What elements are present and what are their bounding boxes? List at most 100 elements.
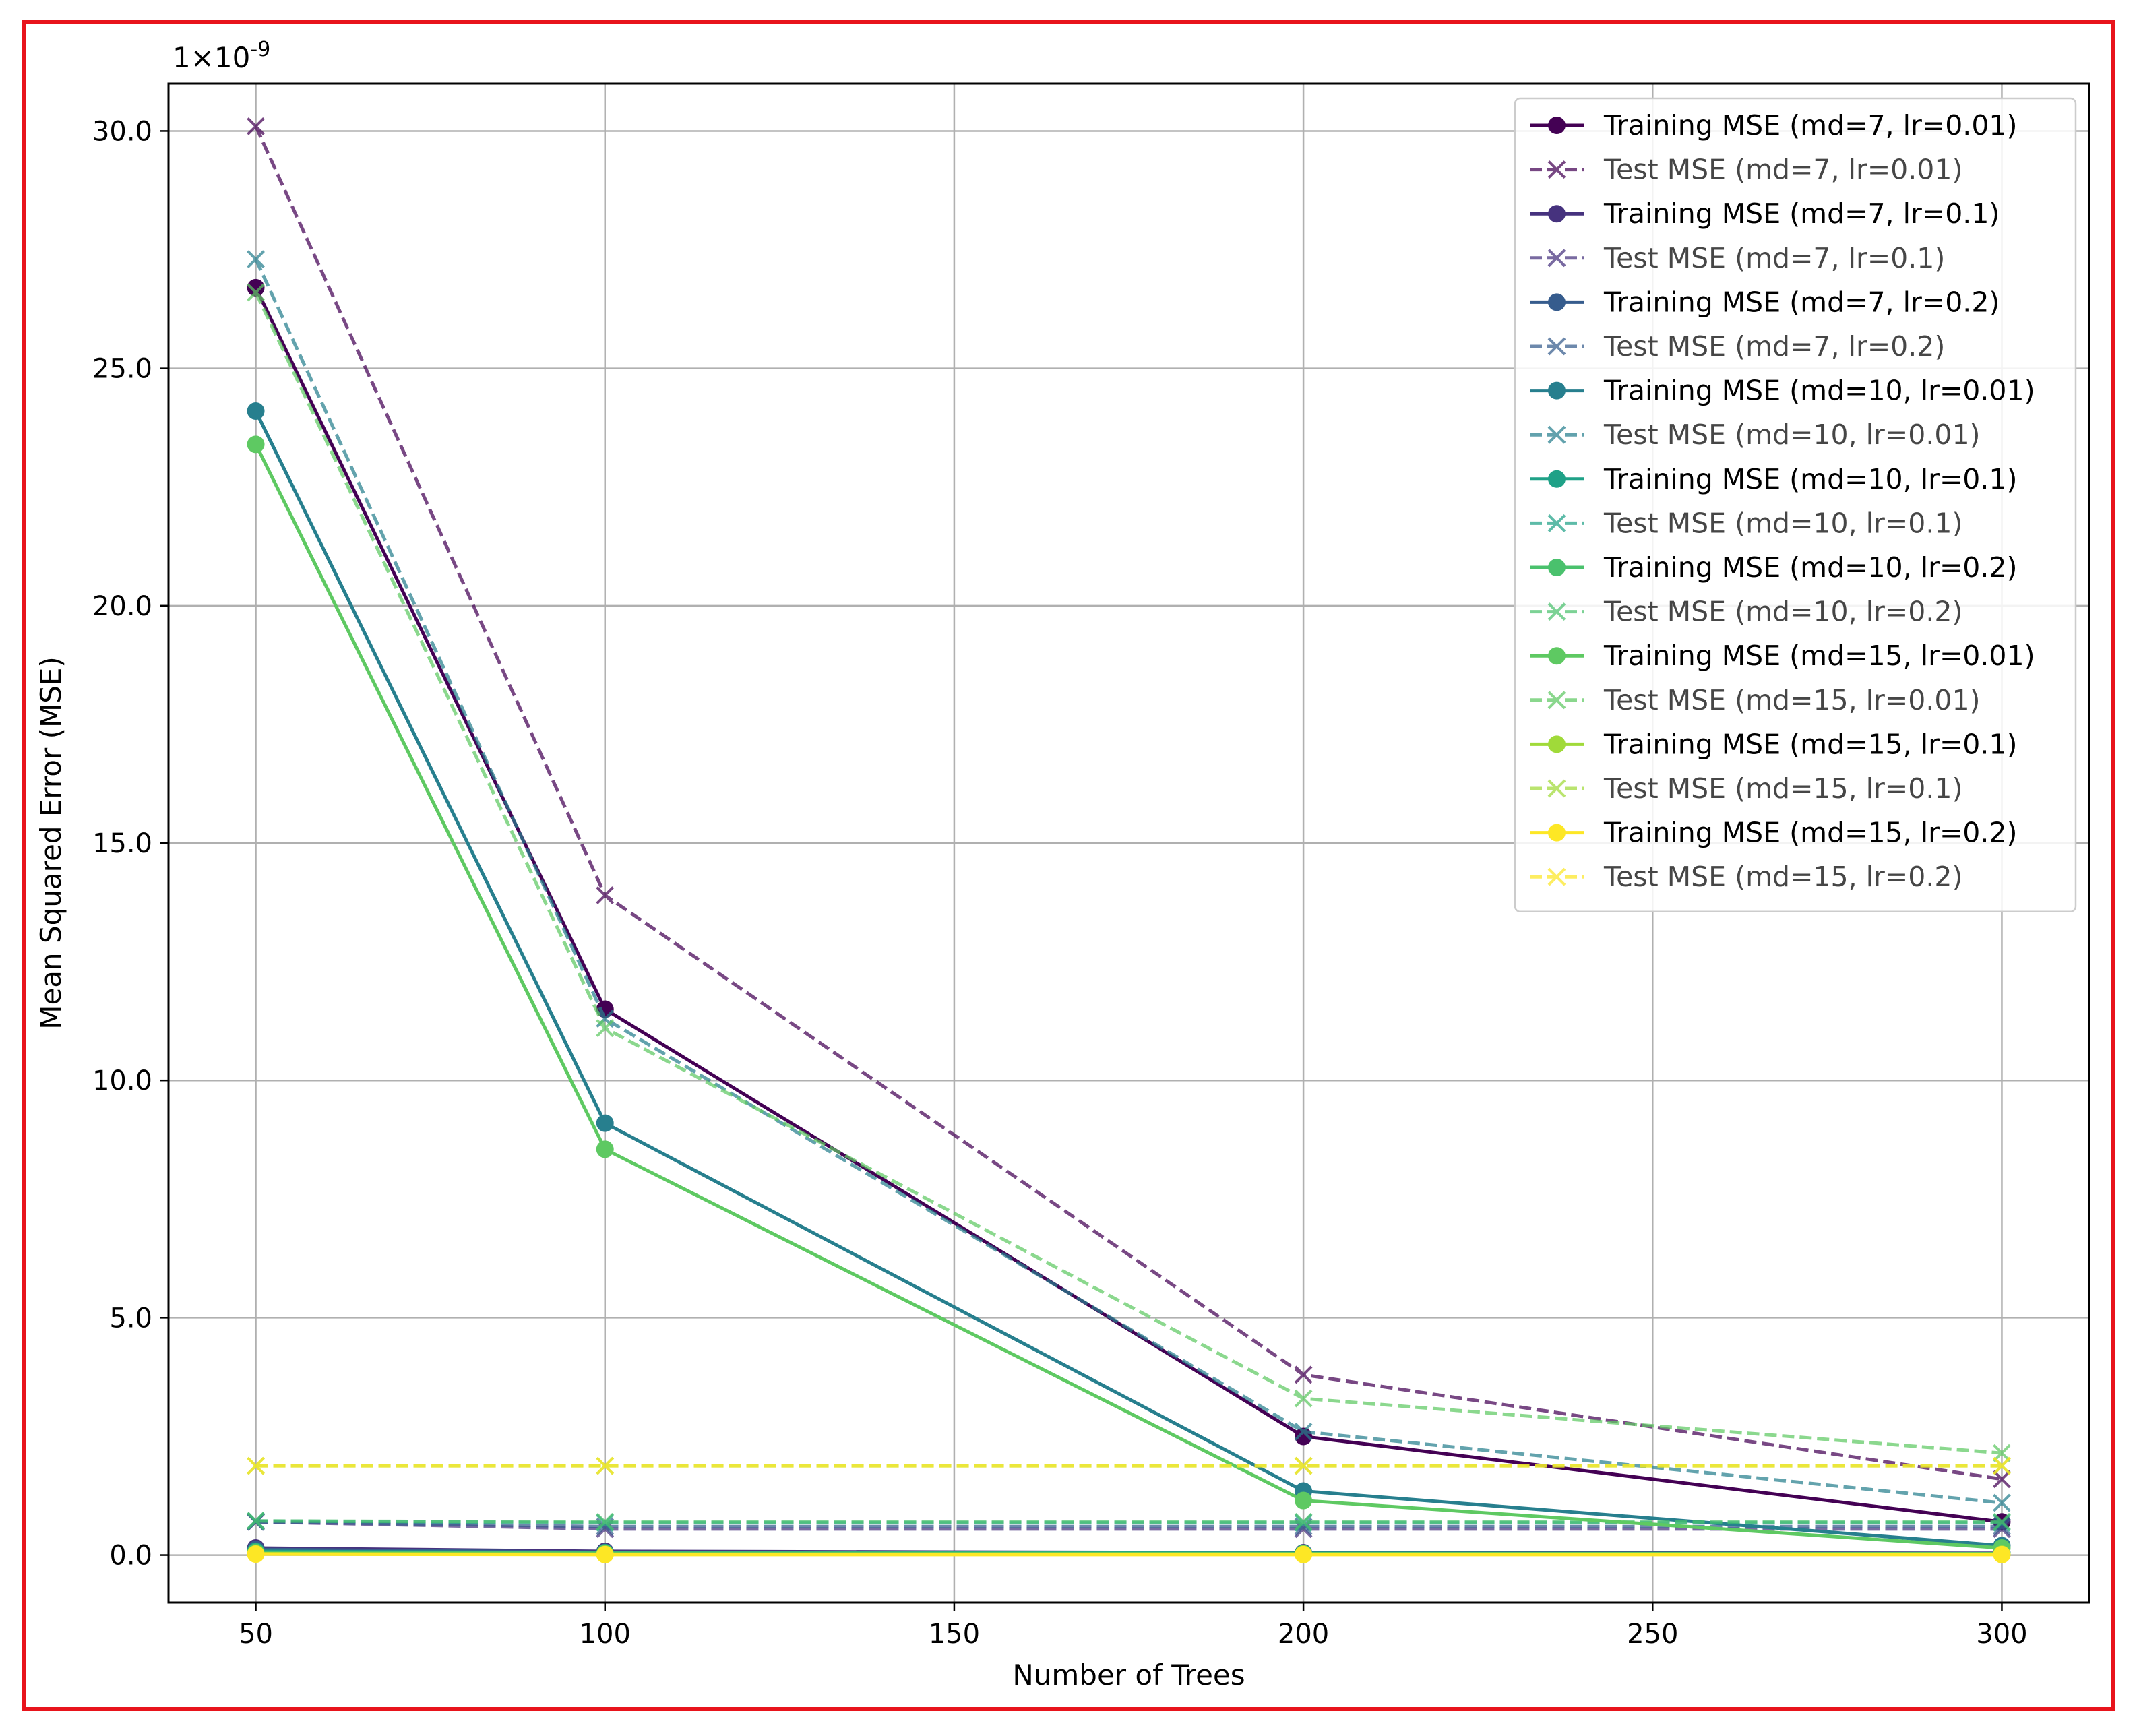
data-point-x	[1294, 1456, 1313, 1475]
legend-item: Training MSE (md=7, lr=0.2)	[1530, 286, 2000, 318]
training-mse-line	[254, 443, 2002, 1550]
legend-marker-x	[1547, 779, 1566, 798]
y-tick-label: 5.0	[109, 1303, 152, 1334]
data-point-x	[247, 117, 265, 135]
legend-label: Test MSE (md=15, lr=0.1)	[1603, 772, 1962, 805]
data-point-x	[1294, 1389, 1313, 1408]
x-axis-label: Number of Trees	[1012, 1658, 1245, 1692]
data-point-circle	[247, 435, 265, 454]
legend-item: Test MSE (md=10, lr=0.01)	[1530, 418, 1981, 451]
legend-item: Test MSE (md=7, lr=0.1)	[1530, 242, 1945, 274]
legend-label: Training MSE (md=10, lr=0.01)	[1603, 375, 2035, 407]
legend-marker-circle	[1548, 117, 1566, 134]
legend-label: Test MSE (md=7, lr=0.2)	[1603, 330, 1945, 363]
legend-item: Training MSE (md=15, lr=0.2)	[1530, 817, 2018, 849]
x-tick-label: 250	[1627, 1619, 1678, 1650]
legend-marker-circle	[1548, 824, 1566, 842]
legend-label: Training MSE (md=15, lr=0.1)	[1603, 728, 2018, 760]
data-point-x	[596, 1019, 615, 1038]
data-point-x	[596, 1512, 615, 1531]
legend: Training MSE (md=7, lr=0.01) Test MSE (md…	[1514, 97, 2077, 913]
legend-marker-circle	[1548, 470, 1566, 488]
y-tick-label: 30.0	[92, 116, 152, 147]
data-point-circle	[596, 1545, 614, 1563]
legend-label: Test MSE (md=15, lr=0.2)	[1603, 861, 1962, 893]
legend-item: Test MSE (md=7, lr=0.2)	[1530, 330, 1945, 363]
data-point-circle	[596, 1140, 614, 1158]
series-18	[247, 1456, 2011, 1475]
legend-label: Test MSE (md=10, lr=0.1)	[1603, 507, 1962, 539]
series-layer	[247, 117, 2011, 1563]
legend-label: Training MSE (md=7, lr=0.2)	[1603, 286, 2000, 318]
data-point-x	[247, 1456, 265, 1475]
legend-marker-circle	[1548, 381, 1566, 400]
data-point-x	[596, 1456, 615, 1475]
legend-label: Test MSE (md=15, lr=0.01)	[1603, 684, 1981, 716]
x-tick-label: 200	[1278, 1619, 1329, 1650]
data-point-x	[1993, 1456, 2011, 1475]
legend-label: Training MSE (md=15, lr=0.2)	[1603, 817, 2018, 849]
legend-marker-x	[1547, 691, 1566, 710]
legend-item: Test MSE (md=15, lr=0.01)	[1530, 684, 1981, 716]
data-point-x	[1993, 1470, 2011, 1489]
y-scale-factor-label: 1×10-9	[173, 38, 270, 75]
data-point-x	[247, 283, 265, 302]
y-tick-label: 20.0	[92, 591, 152, 622]
data-point-x	[247, 1512, 265, 1530]
data-point-circle	[247, 278, 265, 297]
legend-marker-x	[1547, 337, 1566, 356]
legend-marker-circle	[1548, 205, 1566, 223]
legend-marker-circle	[1548, 293, 1566, 311]
legend-label: Test MSE (md=10, lr=0.01)	[1603, 418, 1981, 451]
legend-item: Training MSE (md=7, lr=0.01)	[1530, 109, 2018, 142]
legend-item: Training MSE (md=10, lr=0.2)	[1530, 551, 2018, 584]
data-point-circle	[1993, 1545, 2011, 1563]
y-tick-label: 0.0	[109, 1541, 152, 1572]
data-point-x	[247, 250, 265, 269]
test-mse-line	[255, 1519, 2002, 1524]
legend-label: Training MSE (md=7, lr=0.1)	[1603, 197, 2000, 230]
x-tick-label: 300	[1976, 1619, 2027, 1650]
legend-item: Training MSE (md=15, lr=0.1)	[1530, 728, 2018, 760]
test-mse-line	[254, 125, 2002, 1481]
x-tick-label: 150	[929, 1619, 980, 1650]
x-tick-label: 100	[580, 1619, 631, 1650]
data-point-x	[596, 886, 615, 904]
data-point-x	[1993, 1512, 2011, 1531]
legend-label: Test MSE (md=7, lr=0.1)	[1603, 242, 1945, 274]
data-point-x	[1993, 1493, 2011, 1512]
legend-item: Test MSE (md=15, lr=0.1)	[1530, 772, 1962, 805]
test-mse-line	[254, 291, 2002, 1455]
legend-marker-circle	[1548, 559, 1566, 576]
x-tick-label: 50	[239, 1619, 273, 1650]
data-point-circle	[1295, 1491, 1313, 1510]
legend-marker-x	[1547, 602, 1566, 621]
legend-label: Test MSE (md=7, lr=0.01)	[1603, 154, 1962, 186]
legend-item: Training MSE (md=7, lr=0.1)	[1530, 197, 2000, 230]
legend-item: Test MSE (md=15, lr=0.2)	[1530, 861, 1962, 893]
legend-marker-x	[1547, 514, 1566, 532]
legend-marker-circle	[1548, 735, 1566, 753]
data-point-x	[1993, 1444, 2011, 1462]
test-mse-line	[254, 258, 2002, 1505]
legend-label: Training MSE (md=10, lr=0.1)	[1603, 463, 2018, 495]
scale-label-exponent: -9	[250, 38, 270, 61]
legend-label: Training MSE (md=10, lr=0.2)	[1603, 551, 2018, 584]
data-point-x	[1294, 1512, 1313, 1531]
data-point-x	[1294, 1423, 1313, 1441]
series-12	[247, 1512, 2011, 1531]
ticks: 50 100 150 200 250 300 0.0 5.0 10.0 15.0 20.0 25.0 3…	[92, 116, 2028, 1650]
training-mse-line	[254, 286, 2002, 1524]
test-mse-line	[255, 1519, 2002, 1525]
series-14	[247, 283, 2011, 1462]
scale-label-base: 1×10	[173, 41, 250, 74]
series-13	[247, 435, 2011, 1557]
legend-item: Test MSE (md=10, lr=0.2)	[1530, 596, 1962, 628]
training-mse-line	[255, 1552, 2002, 1557]
outer-border	[22, 20, 2115, 1711]
legend-label: Training MSE (md=7, lr=0.01)	[1603, 109, 2018, 142]
legend-item: Training MSE (md=10, lr=0.01)	[1530, 375, 2035, 407]
legend-label: Test MSE (md=10, lr=0.2)	[1603, 596, 1962, 628]
